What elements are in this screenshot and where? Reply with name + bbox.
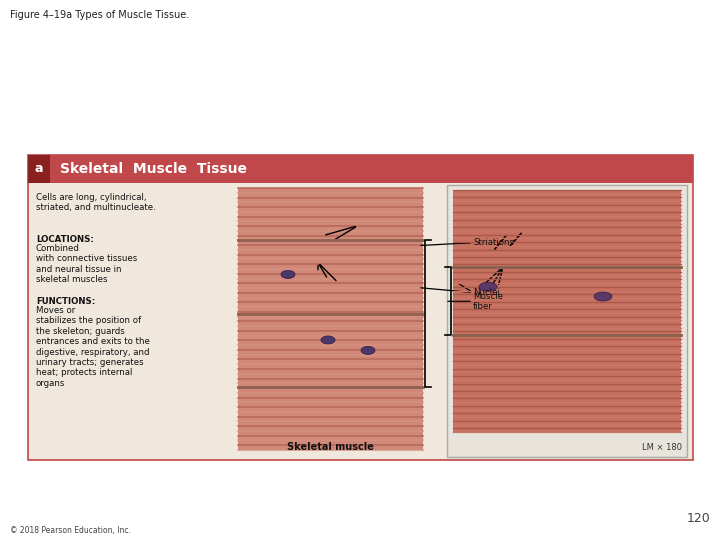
Ellipse shape [594,292,612,301]
Text: Combined
with connective tissues
and neural tissue in
skeletal muscles: Combined with connective tissues and neu… [36,244,138,284]
Ellipse shape [281,271,295,279]
Ellipse shape [321,336,335,344]
Bar [447,185,687,457]
Bar [238,188,423,450]
Text: Cells are long, cylindrical,
striated, and multinucleate.: Cells are long, cylindrical, striated, a… [36,193,156,212]
Text: Muscle
fiber: Muscle fiber [473,292,503,311]
Bar [453,190,681,432]
Bar [28,155,693,183]
Bar [28,155,693,460]
Text: FUNCTIONS:: FUNCTIONS: [36,297,95,306]
Text: © 2018 Pearson Education, Inc.: © 2018 Pearson Education, Inc. [10,526,131,535]
Text: Figure 4–19a Types of Muscle Tissue.: Figure 4–19a Types of Muscle Tissue. [10,10,189,20]
Text: LOCATIONS:: LOCATIONS: [36,235,94,244]
Text: a: a [35,163,43,176]
Text: Moves or
stabilizes the position of
the skeleton; guards
entrances and exits to : Moves or stabilizes the position of the … [36,306,150,388]
Text: Skeletal muscle: Skeletal muscle [287,442,374,452]
Ellipse shape [361,347,375,354]
Text: Skeletal  Muscle  Tissue: Skeletal Muscle Tissue [60,162,247,176]
Text: Nuclei: Nuclei [473,288,500,297]
Text: LM × 180: LM × 180 [642,443,682,452]
Text: 120: 120 [686,512,710,525]
Ellipse shape [479,282,497,291]
Text: Striations: Striations [473,238,514,247]
Bar [28,155,50,183]
